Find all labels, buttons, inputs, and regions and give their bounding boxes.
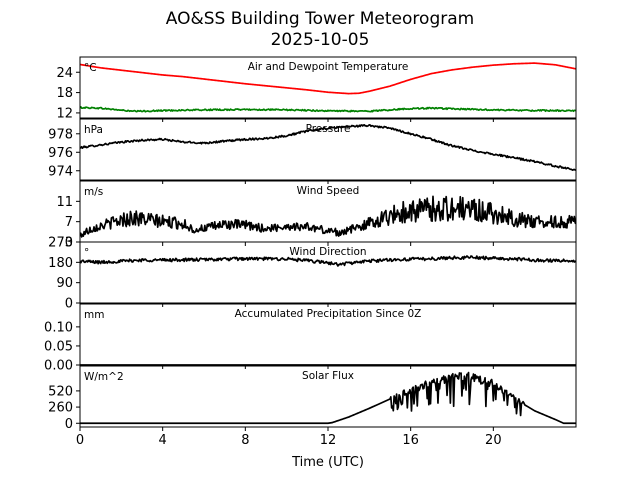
panel-pressure: 974 976 978 hPa Pressure [48,118,577,184]
panel-title-pressure: Pressure [306,123,351,135]
panel-wind_direction: 0 90 180 270 ° Wind Direction [48,236,577,312]
y-tick-label-solar_flux: 260 [48,401,73,416]
unit-label-solar_flux: W/m^2 [84,371,124,383]
unit-label-wind_direction: ° [84,247,89,259]
y-tick-label-precipitation: 0.00 [44,359,73,374]
x-tick-label: 20 [485,433,502,448]
panel-title-temperature: Air and Dewpoint Temperature [248,61,409,73]
unit-label-temperature: °C [84,62,97,74]
x-axis-label: Time (UTC) [291,455,364,470]
unit-label-pressure: hPa [84,124,103,136]
x-tick-label: 8 [241,433,249,448]
chart-subtitle: 2025-10-05 [271,30,370,50]
series-air-temperature [80,62,576,95]
y-tick-label-temperature: 12 [56,106,73,121]
series-dewpoint [80,106,576,113]
chart-title: AO&SS Building Tower Meteorogram [166,9,474,29]
y-tick-label-wind_direction: 270 [48,236,73,251]
y-tick-label-pressure: 976 [48,146,73,161]
y-tick-label-wind_direction: 90 [56,276,73,291]
y-tick-label-solar_flux: 520 [48,384,73,399]
y-tick-label-precipitation: 0.10 [44,320,73,335]
x-tick-label: 0 [76,433,84,448]
y-tick-label-pressure: 978 [48,127,73,142]
unit-label-wind_speed: m/s [84,186,103,198]
x-axis: 0 4 8 12 16 20 [76,433,502,448]
y-tick-label-wind_direction: 180 [48,256,73,271]
series-wind-speed [80,195,576,238]
panel-title-wind_speed: Wind Speed [297,185,360,197]
y-tick-label-pressure: 974 [48,164,73,179]
panel-precipitation: 0.00 0.05 0.10 mm Accumulated Precipitation … [44,303,577,374]
series-pressure [80,123,576,171]
unit-label-precipitation: mm [84,309,104,321]
y-tick-label-wind_speed: 7 [65,215,73,230]
y-tick-label-wind_direction: 0 [65,297,73,312]
series-wind-direction [80,255,576,267]
panel-title-wind_direction: Wind Direction [289,246,366,258]
x-tick-label: 4 [159,433,167,448]
panel-temperature: 12 18 24 °C Air and Dewpoint Temperature [56,56,577,122]
series-solar-flux [80,371,576,425]
y-tick-label-wind_speed: 11 [56,195,73,210]
panel-wind_speed: 3 7 11 m/s Wind Speed [56,180,577,251]
x-tick-label: 12 [320,433,337,448]
y-tick-label-solar_flux: 0 [65,417,73,432]
y-tick-label-precipitation: 0.05 [44,339,73,354]
y-tick-label-temperature: 24 [56,66,73,81]
panel-title-precipitation: Accumulated Precipitation Since 0Z [235,308,422,320]
y-tick-label-temperature: 18 [56,86,73,101]
x-tick-label: 16 [402,433,419,448]
panel-title-solar_flux: Solar Flux [302,370,354,382]
y-tick-label-wind_speed: 3 [65,236,73,251]
